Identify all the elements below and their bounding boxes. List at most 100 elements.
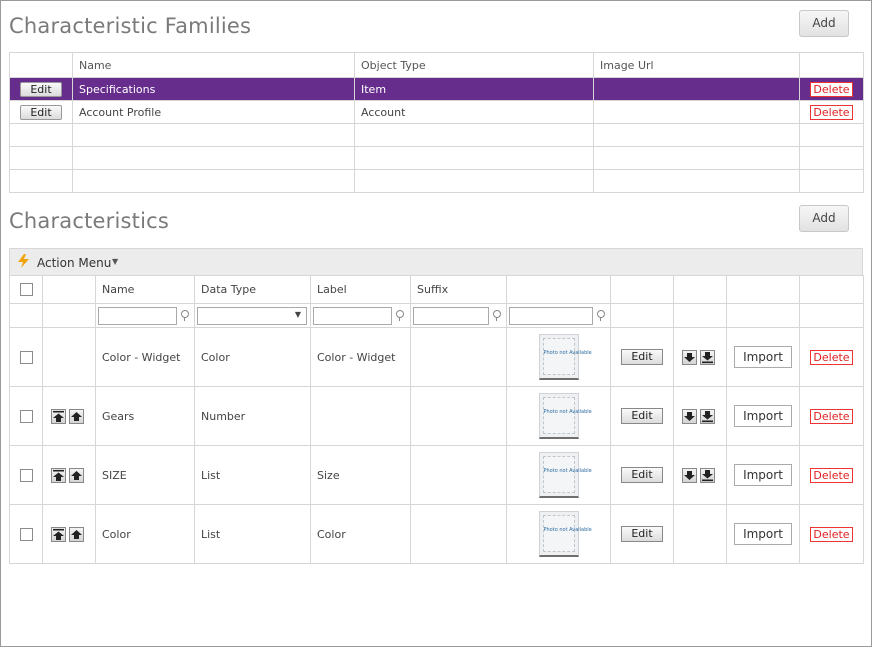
action-menu-button[interactable]: Action Menu [37,256,112,270]
photo-placeholder[interactable]: Photo not Available [538,511,592,557]
char-label: Color [310,504,411,564]
delete-button[interactable]: Delete [810,408,853,424]
image-filter-input[interactable] [509,306,593,325]
table-row[interactable]: Color - Widget Color Color - Widget Phot… [9,327,864,387]
move-up-icon[interactable] [69,408,84,424]
row-checkbox[interactable] [19,409,33,423]
header-name[interactable]: Name [95,275,195,304]
characteristics-title: Characteristics [9,209,170,233]
family-object-type: Account [354,100,594,124]
lightning-bolt-icon [18,254,29,271]
action-menu-bar: Action Menu ▼ [9,248,863,275]
table-row[interactable]: Edit Specifications Item Delete [9,77,864,101]
char-name: SIZE [95,445,195,505]
header-image-url[interactable]: Image Url [593,52,800,78]
caret-down-icon[interactable]: ▼ [112,257,119,266]
char-suffix [410,445,507,505]
move-top-icon[interactable] [51,526,66,542]
family-image-url [593,100,800,124]
family-name: Account Profile [72,100,355,124]
edit-button[interactable]: Edit [621,349,663,365]
char-label: Color - Widget [310,327,411,387]
edit-button[interactable]: Edit [621,526,663,542]
empty-row [9,146,864,170]
reorder-cell [673,504,727,564]
select-all-checkbox[interactable] [19,283,33,297]
empty-row [9,123,864,147]
pin-filter-icon[interactable] [395,310,404,321]
pin-filter-icon[interactable] [596,310,605,321]
header-data-type[interactable]: Data Type [194,275,311,304]
photo-placeholder[interactable]: Photo not Available [538,334,592,380]
delete-button[interactable]: Delete [810,104,853,120]
families-header-row: Name Object Type Image Url [9,52,864,78]
char-suffix [410,504,507,564]
add-characteristic-button[interactable]: Add [799,205,849,232]
photo-not-available-text: Photo not Available [542,338,592,375]
edit-button[interactable]: Edit [20,104,62,120]
header-cell [9,52,73,78]
import-button[interactable]: Import [734,464,792,486]
import-button[interactable]: Import [734,405,792,427]
families-title: Characteristic Families [9,14,252,38]
table-row[interactable]: Color List Color Photo not Available Edi… [9,504,864,564]
pin-filter-icon[interactable] [492,310,501,321]
header-label[interactable]: Label [310,275,411,304]
name-filter-input[interactable] [98,306,177,325]
delete-button[interactable]: Delete [810,349,853,365]
header-object-type[interactable]: Object Type [354,52,594,78]
delete-button[interactable]: Delete [810,81,853,97]
filter-row: ▼ [9,303,864,328]
edit-button[interactable]: Edit [20,81,62,97]
add-family-button[interactable]: Add [799,10,849,37]
header-name[interactable]: Name [72,52,355,78]
family-name: Specifications [72,77,355,101]
move-down-icon[interactable] [682,349,697,365]
move-top-icon[interactable] [51,467,66,483]
delete-button[interactable]: Delete [810,467,853,483]
row-checkbox[interactable] [19,468,33,482]
photo-placeholder[interactable]: Photo not Available [538,452,592,498]
table-row[interactable]: Edit Account Profile Account Delete [9,100,864,124]
move-bottom-icon[interactable] [700,408,715,424]
edit-button[interactable]: Edit [621,467,663,483]
header-suffix[interactable]: Suffix [410,275,507,304]
photo-placeholder[interactable]: Photo not Available [538,393,592,439]
photo-not-available-text: Photo not Available [542,397,592,434]
import-button[interactable]: Import [734,346,792,368]
family-image-url [593,77,800,101]
characteristics-table: Name Data Type Label Suffix ▼ Color - Wi… [9,275,864,564]
photo-not-available-text: Photo not Available [542,515,592,552]
move-down-icon[interactable] [682,408,697,424]
char-data-type: Color [194,327,311,387]
row-checkbox[interactable] [19,350,33,364]
table-row[interactable]: SIZE List Size Photo not Available Edit … [9,445,864,505]
move-bottom-icon[interactable] [700,467,715,483]
char-data-type: List [194,504,311,564]
move-down-icon[interactable] [682,467,697,483]
move-up-icon[interactable] [69,526,84,542]
move-bottom-icon[interactable] [700,349,715,365]
char-suffix [410,386,507,446]
char-label [310,386,411,446]
move-top-icon[interactable] [51,408,66,424]
caret-down-icon: ▼ [294,309,301,319]
char-suffix [410,327,507,387]
characteristics-header-row: Name Data Type Label Suffix [9,275,864,304]
pin-filter-icon[interactable] [180,310,189,321]
delete-button[interactable]: Delete [810,526,853,542]
row-checkbox[interactable] [19,527,33,541]
families-table: Name Object Type Image Url Edit Specific… [9,52,864,193]
header-cell [799,52,864,78]
import-button[interactable]: Import [734,523,792,545]
char-data-type: List [194,445,311,505]
label-filter-input[interactable] [313,306,392,325]
edit-button[interactable]: Edit [621,408,663,424]
table-row[interactable]: Gears Number Photo not Available Edit Im… [9,386,864,446]
data-type-filter-select[interactable]: ▼ [197,306,307,325]
empty-row [9,169,864,193]
reorder-cell [42,327,96,387]
char-data-type: Number [194,386,311,446]
move-up-icon[interactable] [69,467,84,483]
suffix-filter-input[interactable] [413,306,489,325]
